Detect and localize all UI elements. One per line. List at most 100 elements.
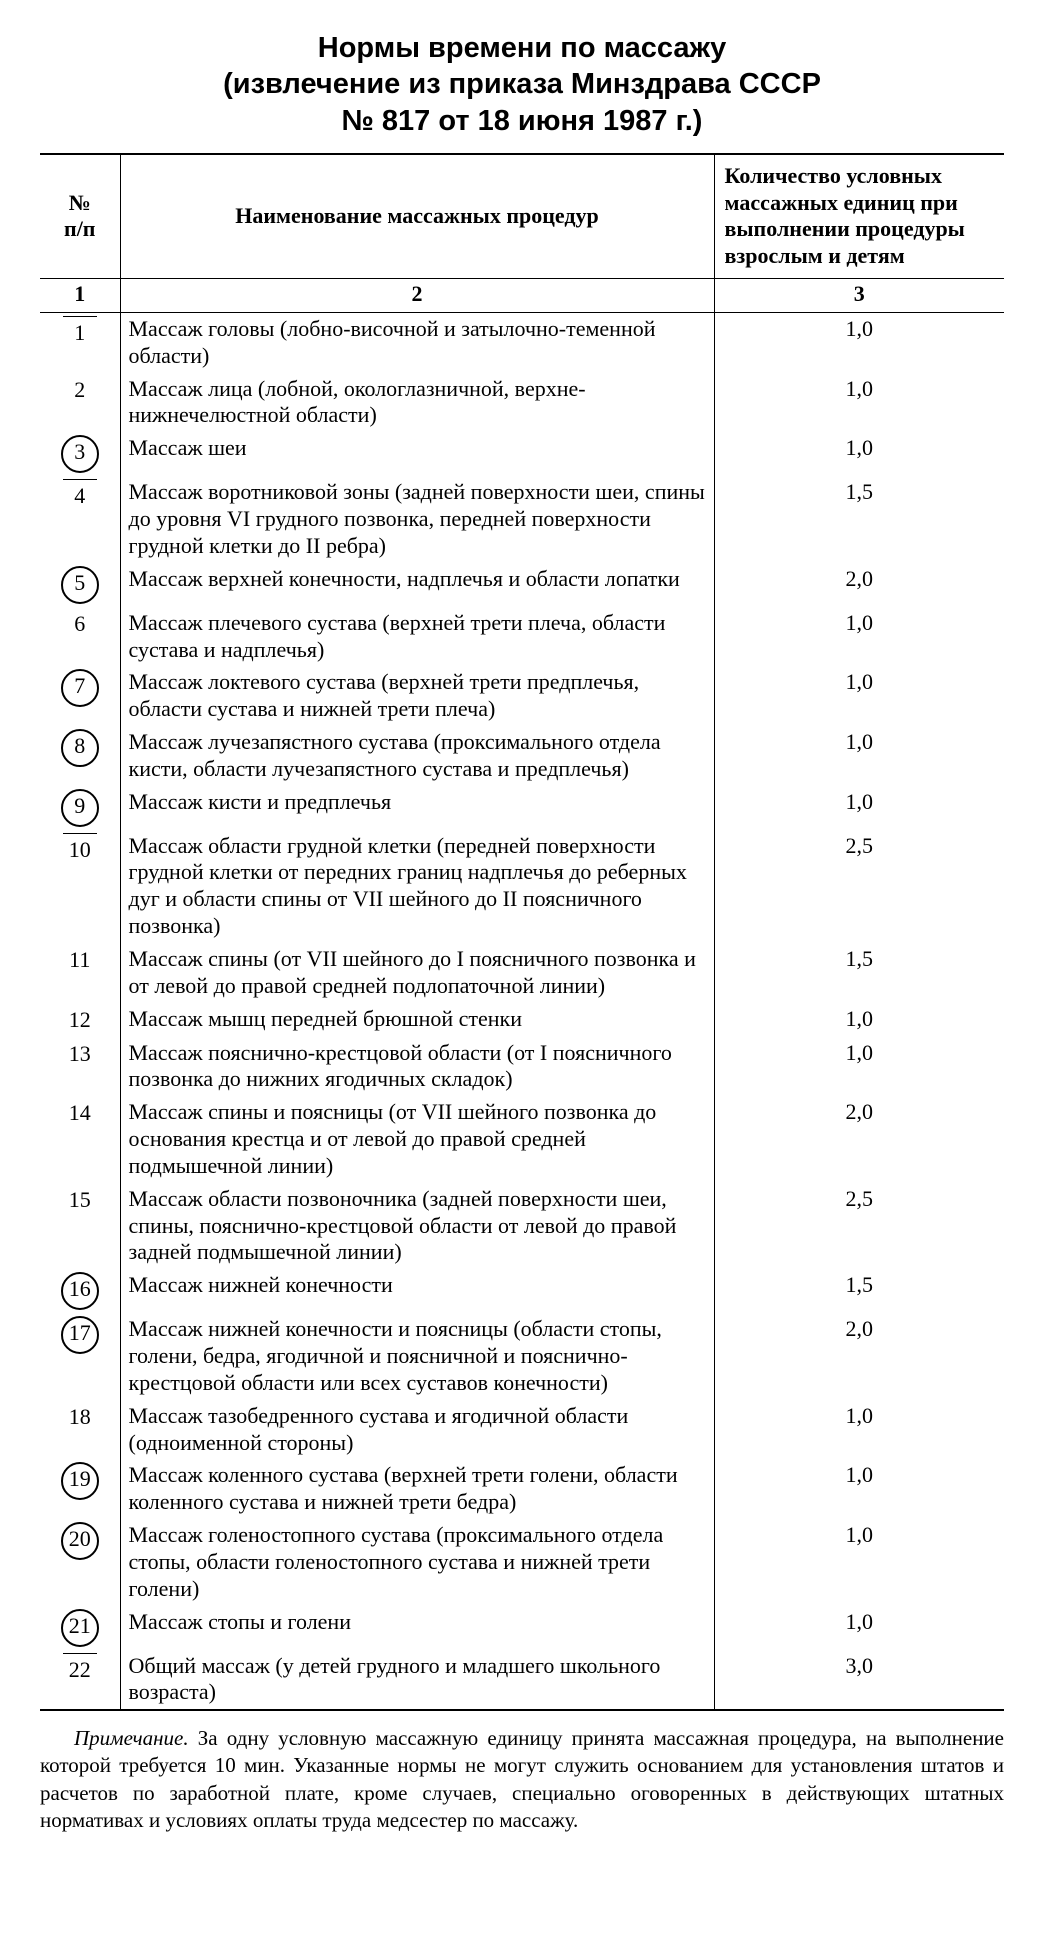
row-number-cell: 3 xyxy=(40,432,120,476)
row-number-cell: 6 xyxy=(40,607,120,667)
row-number-circled: 16 xyxy=(61,1272,99,1310)
row-number-circled: 3 xyxy=(61,435,99,473)
row-number: 4 xyxy=(63,479,97,510)
table-row: 16 Массаж нижней конечности1,5 xyxy=(40,1269,1004,1313)
procedure-name: Массаж лица (лобной, окологлазничной, ве… xyxy=(120,373,714,433)
table-row: 13Массаж пояснично-крестцовой области (о… xyxy=(40,1037,1004,1097)
procedure-units: 1,0 xyxy=(714,1003,1004,1037)
footnote: Примечание. За одну условную массажную е… xyxy=(40,1725,1004,1834)
row-number-cell: 19 xyxy=(40,1459,120,1519)
row-number-cell: 10 xyxy=(40,830,120,943)
row-number-cell: 2 xyxy=(40,373,120,433)
table-row: 21 Массаж стопы и голени1,0 xyxy=(40,1606,1004,1650)
row-number: 18 xyxy=(63,1403,97,1431)
procedure-name: Массаж стопы и голени xyxy=(120,1606,714,1650)
col-header-name: Наименование массажных процедур xyxy=(120,154,714,279)
table-row: 15Массаж области позвоночника (задней по… xyxy=(40,1183,1004,1269)
procedure-units: 2,5 xyxy=(714,830,1004,943)
procedure-units: 3,0 xyxy=(714,1650,1004,1711)
row-number-cell: 18 xyxy=(40,1400,120,1460)
col-number-1: 1 xyxy=(40,279,120,313)
row-number-cell: 20 xyxy=(40,1519,120,1605)
procedure-name: Массаж плечевого сустава (верхней трети … xyxy=(120,607,714,667)
document-page: Нормы времени по массажу (извлечение из … xyxy=(0,0,1044,1895)
procedure-name: Массаж спины (от VII шейного до I поясни… xyxy=(120,943,714,1003)
procedure-units: 1,0 xyxy=(714,786,1004,830)
procedure-name: Массаж области позвоночника (задней пове… xyxy=(120,1183,714,1269)
procedure-units: 1,0 xyxy=(714,432,1004,476)
row-number-cell: 13 xyxy=(40,1037,120,1097)
procedure-units: 1,5 xyxy=(714,943,1004,1003)
row-number-cell: 5 xyxy=(40,563,120,607)
procedure-units: 1,0 xyxy=(714,726,1004,786)
procedure-name: Массаж головы (лобно-височной и затылочн… xyxy=(120,312,714,372)
table-row: 8Массаж лучезапястного сустава (проксима… xyxy=(40,726,1004,786)
row-number: 12 xyxy=(63,1006,97,1034)
procedure-units: 1,5 xyxy=(714,1269,1004,1313)
row-number-cell: 17 xyxy=(40,1313,120,1399)
procedure-units: 2,0 xyxy=(714,563,1004,607)
table-row: 3 Массаж шеи1,0 xyxy=(40,432,1004,476)
row-number-circled: 9 xyxy=(61,789,99,827)
procedure-name: Массаж коленного сустава (верхней трети … xyxy=(120,1459,714,1519)
table-row: 7Массаж локтевого сустава (верхней трети… xyxy=(40,666,1004,726)
procedure-name: Массаж нижней конечности и поясницы (обл… xyxy=(120,1313,714,1399)
title-line-3: № 817 от 18 июня 1987 г.) xyxy=(342,105,703,137)
table-row: 19 Массаж коленного сустава (верхней трет… xyxy=(40,1459,1004,1519)
table-row: 22 Общий массаж (у детей грудного и младш… xyxy=(40,1650,1004,1711)
page-title: Нормы времени по массажу (извлечение из … xyxy=(40,30,1004,139)
table-row: 10Массаж области грудной клетки (передне… xyxy=(40,830,1004,943)
row-number: 11 xyxy=(63,946,97,974)
row-number-circled: 21 xyxy=(61,1609,99,1647)
procedure-name: Массаж локтевого сустава (верхней трети … xyxy=(120,666,714,726)
table-header-row: № п/п Наименование массажных процедур Ко… xyxy=(40,154,1004,279)
row-number: 13 xyxy=(63,1040,97,1068)
row-number-cell: 12 xyxy=(40,1003,120,1037)
procedure-units: 1,0 xyxy=(714,666,1004,726)
procedure-units: 2,0 xyxy=(714,1096,1004,1182)
table-column-number-row: 1 2 3 xyxy=(40,279,1004,313)
procedures-table: № п/п Наименование массажных процедур Ко… xyxy=(40,153,1004,1711)
procedure-name: Массаж шеи xyxy=(120,432,714,476)
procedure-name: Массаж верхней конечности, надплечья и о… xyxy=(120,563,714,607)
procedure-units: 1,0 xyxy=(714,1519,1004,1605)
title-line-2: (извлечение из приказа Минздрава СССР xyxy=(223,68,821,100)
row-number: 2 xyxy=(63,376,97,404)
procedure-name: Массаж нижней конечности xyxy=(120,1269,714,1313)
row-number-cell: 11 xyxy=(40,943,120,1003)
procedure-units: 1,0 xyxy=(714,1459,1004,1519)
procedure-name: Массаж кисти и предплечья xyxy=(120,786,714,830)
col-header-number: № п/п xyxy=(40,154,120,279)
procedure-units: 1,5 xyxy=(714,476,1004,562)
procedure-units: 2,0 xyxy=(714,1313,1004,1399)
row-number-circled: 8 xyxy=(61,729,99,767)
row-number-circled: 19 xyxy=(61,1462,99,1500)
row-number: 6 xyxy=(63,610,97,638)
row-number-cell: 21 xyxy=(40,1606,120,1650)
row-number: 10 xyxy=(63,833,97,864)
col-number-3: 3 xyxy=(714,279,1004,313)
row-number-cell: 14 xyxy=(40,1096,120,1182)
table-row: 5 Массаж верхней конечности, надплечья и … xyxy=(40,563,1004,607)
table-row: 20Массаж голеностопного сустава (проксим… xyxy=(40,1519,1004,1605)
procedure-units: 1,0 xyxy=(714,1037,1004,1097)
procedure-units: 2,5 xyxy=(714,1183,1004,1269)
row-number-cell: 16 xyxy=(40,1269,120,1313)
row-number-cell: 8 xyxy=(40,726,120,786)
row-number: 14 xyxy=(63,1099,97,1127)
footnote-lead: Примечание. xyxy=(74,1726,189,1750)
table-row: 12Массаж мышц передней брюшной стенки1,0 xyxy=(40,1003,1004,1037)
row-number-cell: 7 xyxy=(40,666,120,726)
table-row: 17Массаж нижней конечности и поясницы (о… xyxy=(40,1313,1004,1399)
procedure-name: Массаж воротниковой зоны (задней поверхн… xyxy=(120,476,714,562)
row-number: 1 xyxy=(63,316,97,347)
procedure-units: 1,0 xyxy=(714,1400,1004,1460)
table-row: 1 Массаж головы (лобно-височной и затылоч… xyxy=(40,312,1004,372)
row-number: 22 xyxy=(63,1653,97,1684)
row-number-cell: 22 xyxy=(40,1650,120,1711)
procedure-name: Общий массаж (у детей грудного и младшег… xyxy=(120,1650,714,1711)
row-number-circled: 5 xyxy=(61,566,99,604)
row-number-cell: 1 xyxy=(40,312,120,372)
procedure-name: Массаж спины и поясницы (от VII шейного … xyxy=(120,1096,714,1182)
procedure-units: 1,0 xyxy=(714,1606,1004,1650)
